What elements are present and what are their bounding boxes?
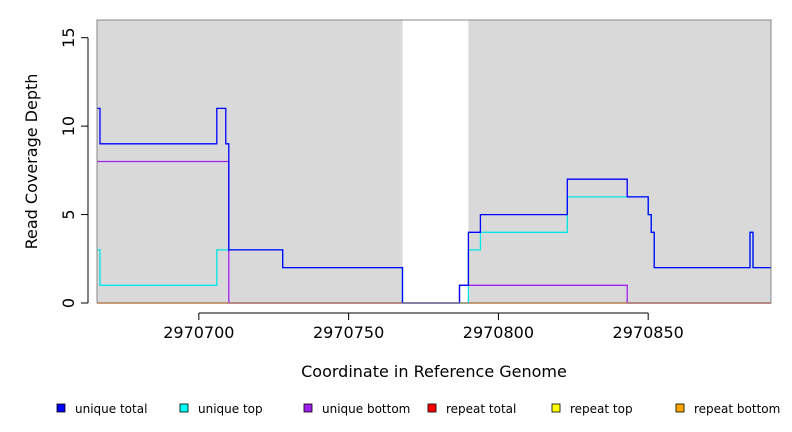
plot-frame [96,19,772,304]
series-unique-total [97,107,771,304]
legend-swatch [551,403,561,413]
y-axis-title: Read Coverage Depth [22,74,41,250]
shaded-region-2 [468,20,771,303]
legend-label: unique bottom [322,402,410,416]
legend-label: unique top [198,402,263,416]
legend-label: unique total [75,402,147,416]
x-tick-label: 2970750 [313,323,384,342]
axes: 0 5 10 15 2970700 2970750 2970800 2970850 [59,28,684,342]
x-tick-label: 2970850 [613,323,684,342]
legend-swatch [427,403,437,413]
y-tick-label: 15 [59,28,78,48]
legend-swatch [675,403,685,413]
legend: unique total unique top unique bottom repea… [56,402,780,416]
x-axis-title: Coordinate in Reference Genome [301,362,567,381]
legend-swatch [179,403,189,413]
legend-label: repeat total [446,402,516,416]
legend-label: repeat top [570,402,633,416]
x-tick-label: 2970700 [163,323,234,342]
shaded-regions [97,20,771,303]
x-tick-label: 2970800 [463,323,534,342]
y-tick-label: 0 [59,298,78,308]
y-tick-label: 10 [59,116,78,136]
legend-swatch [303,403,313,413]
legend-label: repeat bottom [694,402,780,416]
legend-swatch [56,403,66,413]
y-tick-label: 5 [59,209,78,219]
